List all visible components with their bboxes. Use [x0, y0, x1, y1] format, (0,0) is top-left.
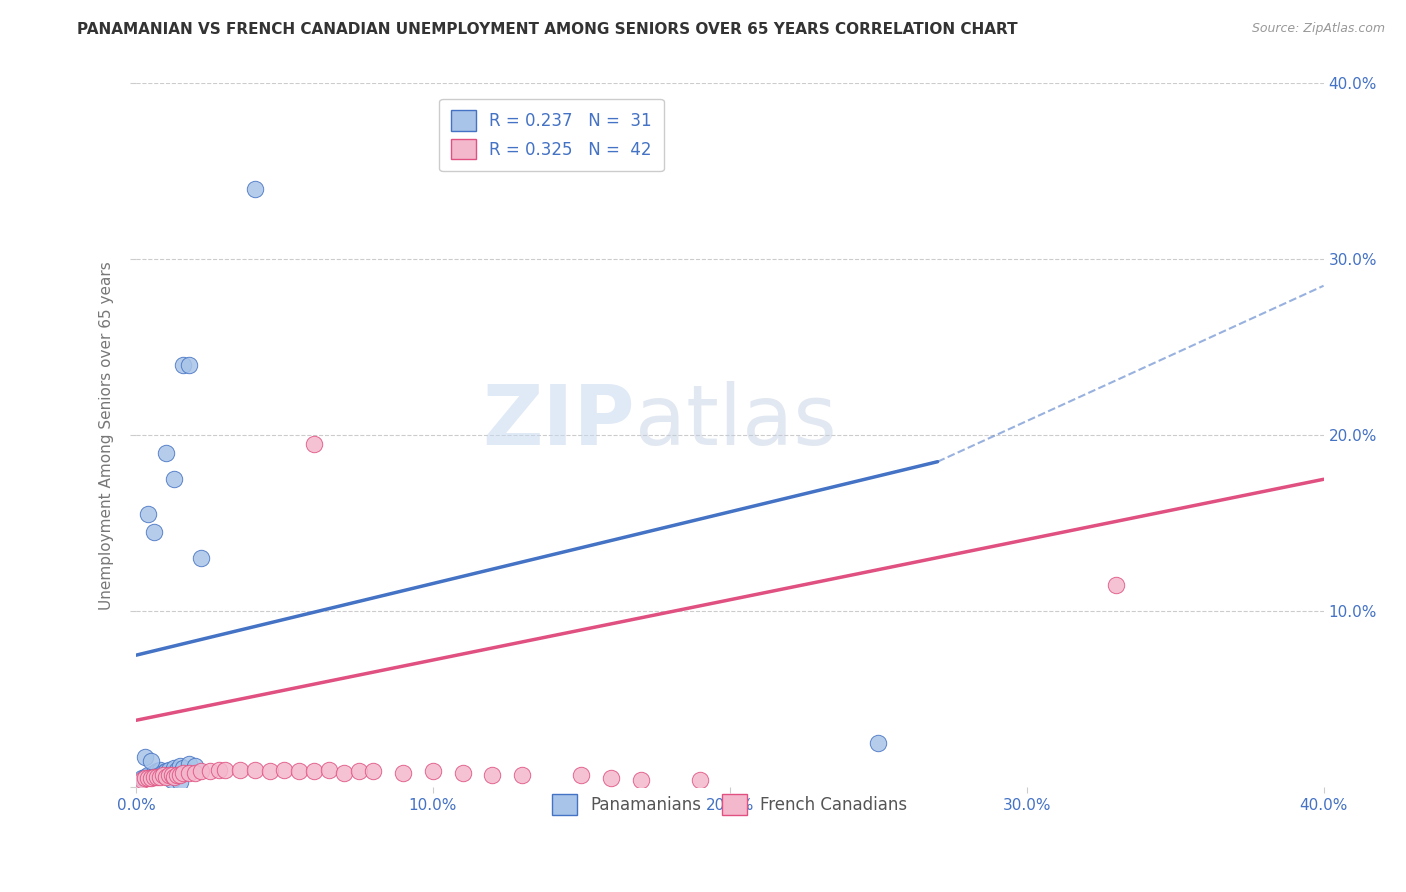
Point	[134, 772, 156, 786]
Point	[868, 736, 890, 750]
Point	[155, 446, 177, 460]
Point	[569, 768, 592, 782]
Point	[131, 773, 153, 788]
Point	[1105, 578, 1128, 592]
Point	[166, 768, 188, 782]
Point	[149, 770, 172, 784]
Point	[347, 764, 370, 779]
Point	[163, 761, 186, 775]
Point	[169, 768, 191, 782]
Point	[481, 768, 503, 782]
Point	[139, 754, 162, 768]
Point	[157, 768, 180, 782]
Point	[302, 764, 325, 779]
Point	[157, 763, 180, 777]
Point	[243, 763, 266, 777]
Point	[288, 764, 311, 779]
Text: PANAMANIAN VS FRENCH CANADIAN UNEMPLOYMENT AMONG SENIORS OVER 65 YEARS CORRELATI: PANAMANIAN VS FRENCH CANADIAN UNEMPLOYME…	[77, 22, 1018, 37]
Point	[318, 763, 340, 777]
Point	[214, 763, 236, 777]
Point	[198, 764, 221, 779]
Point	[152, 768, 174, 782]
Point	[190, 551, 212, 566]
Point	[142, 770, 165, 784]
Point	[332, 766, 354, 780]
Text: Source: ZipAtlas.com: Source: ZipAtlas.com	[1251, 22, 1385, 36]
Point	[149, 763, 172, 777]
Point	[149, 768, 172, 782]
Point	[136, 768, 159, 782]
Point	[229, 763, 252, 777]
Point	[179, 358, 201, 372]
Point	[139, 770, 162, 784]
Point	[160, 766, 183, 780]
Point	[172, 766, 194, 780]
Point	[451, 766, 474, 780]
Point	[139, 772, 162, 786]
Point	[131, 772, 153, 786]
Point	[273, 763, 295, 777]
Point	[160, 768, 183, 782]
Point	[172, 761, 194, 775]
Point	[179, 766, 201, 780]
Point	[142, 766, 165, 780]
Text: ZIP: ZIP	[482, 381, 634, 462]
Point	[172, 358, 194, 372]
Point	[259, 764, 281, 779]
Point	[134, 750, 156, 764]
Point	[163, 770, 186, 784]
Point	[145, 770, 167, 784]
Point	[169, 775, 191, 789]
Point	[136, 772, 159, 786]
Point	[392, 766, 415, 780]
Point	[422, 764, 444, 779]
Point	[363, 764, 385, 779]
Point	[136, 508, 159, 522]
Point	[155, 764, 177, 779]
Point	[152, 766, 174, 780]
Point	[163, 472, 186, 486]
Point	[243, 182, 266, 196]
Point	[145, 764, 167, 779]
Point	[184, 766, 207, 780]
Y-axis label: Unemployment Among Seniors over 65 years: Unemployment Among Seniors over 65 years	[100, 261, 114, 609]
Legend: Panamanians, French Canadians: Panamanians, French Canadians	[543, 784, 917, 824]
Text: atlas: atlas	[634, 381, 837, 462]
Point	[160, 773, 183, 788]
Point	[190, 764, 212, 779]
Point	[184, 759, 207, 773]
Point	[630, 773, 652, 788]
Point	[689, 773, 711, 788]
Point	[142, 524, 165, 539]
Point	[169, 759, 191, 773]
Point	[166, 763, 188, 777]
Point	[179, 757, 201, 772]
Point	[208, 763, 231, 777]
Point	[600, 772, 623, 786]
Point	[155, 770, 177, 784]
Point	[302, 437, 325, 451]
Point	[510, 768, 533, 782]
Point	[134, 770, 156, 784]
